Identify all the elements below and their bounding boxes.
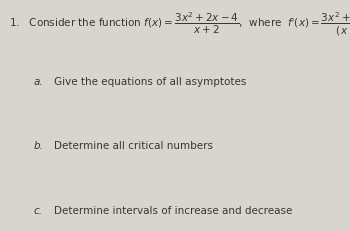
Text: c.: c. bbox=[33, 206, 42, 216]
Text: a.: a. bbox=[33, 77, 43, 87]
Text: Determine intervals of increase and decrease: Determine intervals of increase and decr… bbox=[54, 206, 293, 216]
Text: b.: b. bbox=[33, 140, 43, 151]
Text: 1.   Consider the function $f(x) = \dfrac{3x^2+2x-4}{x+2}$,  where  $f'(x) = \df: 1. Consider the function $f(x) = \dfrac{… bbox=[9, 10, 350, 38]
Text: Give the equations of all asymptotes: Give the equations of all asymptotes bbox=[54, 77, 247, 87]
Text: Determine all critical numbers: Determine all critical numbers bbox=[54, 140, 213, 151]
